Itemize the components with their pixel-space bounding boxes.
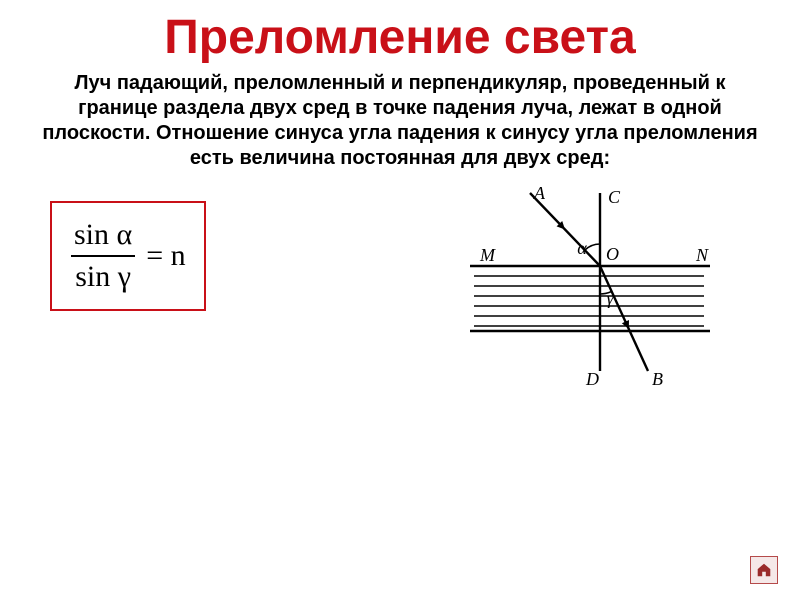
- svg-text:M: M: [479, 245, 496, 265]
- svg-text:C: C: [608, 187, 621, 207]
- svg-text:N: N: [695, 245, 709, 265]
- formula-fraction: sin α sin γ: [70, 217, 136, 295]
- svg-text:α: α: [577, 238, 587, 258]
- page-title: Преломление света: [0, 0, 800, 65]
- home-icon: [755, 561, 773, 579]
- svg-text:O: O: [606, 244, 619, 264]
- refraction-diagram: A C M N O D Bα γ: [430, 181, 720, 391]
- svg-text:B: B: [652, 369, 663, 389]
- formula-equals: = n: [146, 239, 185, 273]
- law-description: Луч падающий, преломленный и перпендикул…: [0, 65, 800, 171]
- formula-denominator: sin γ: [71, 255, 135, 295]
- formula-numerator: sin α: [70, 217, 136, 255]
- formula-box: sin α sin γ = n: [50, 201, 206, 311]
- svg-text:γ: γ: [606, 288, 614, 308]
- svg-text:A: A: [533, 183, 546, 203]
- svg-text:D: D: [585, 369, 599, 389]
- home-button[interactable]: [750, 556, 778, 584]
- content-row: sin α sin γ = n A C M N O D Bα γ: [0, 171, 800, 391]
